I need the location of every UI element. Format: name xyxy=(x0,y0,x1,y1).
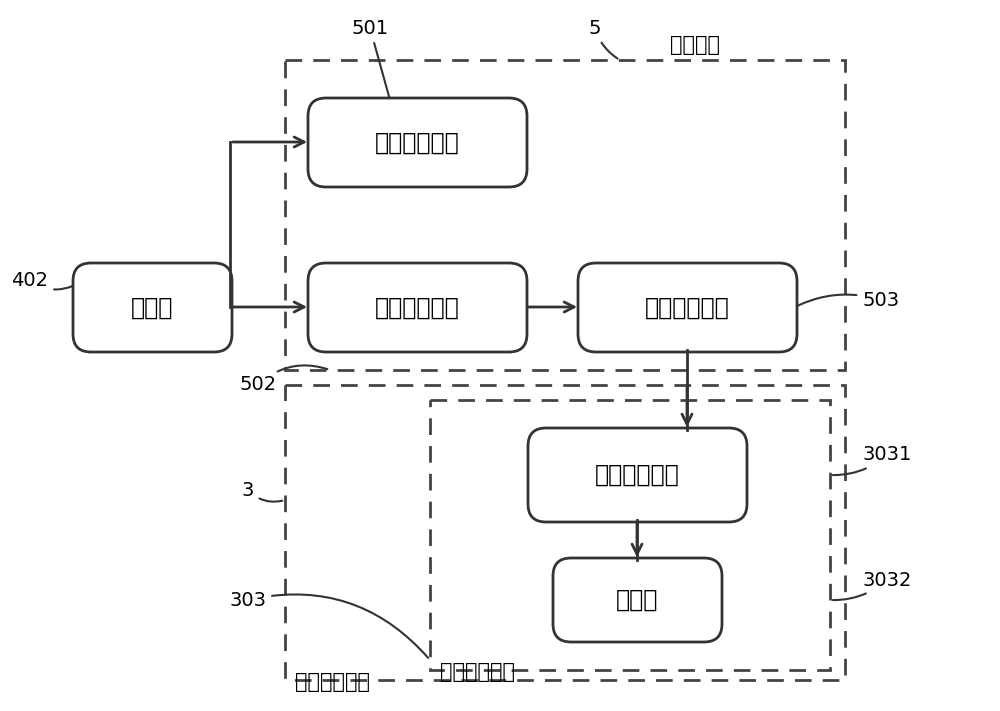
Text: 谱图绘制模块: 谱图绘制模块 xyxy=(375,131,460,154)
FancyBboxPatch shape xyxy=(578,263,797,352)
FancyBboxPatch shape xyxy=(528,428,747,522)
Text: 电动位移机构: 电动位移机构 xyxy=(440,662,515,682)
Text: 移动控制组件: 移动控制组件 xyxy=(595,463,680,487)
Text: 501: 501 xyxy=(351,18,389,97)
FancyBboxPatch shape xyxy=(308,98,527,187)
Text: 502: 502 xyxy=(239,365,327,395)
Bar xyxy=(285,60,845,370)
FancyBboxPatch shape xyxy=(308,263,527,352)
Text: 控制单元: 控制单元 xyxy=(670,35,720,55)
FancyBboxPatch shape xyxy=(73,263,232,352)
Bar xyxy=(430,400,830,670)
Text: 位移台: 位移台 xyxy=(616,588,659,612)
Text: 402: 402 xyxy=(12,270,72,289)
FancyBboxPatch shape xyxy=(553,558,722,642)
Text: 聚焦评价模块: 聚焦评价模块 xyxy=(375,296,460,319)
Text: 位移控制模块: 位移控制模块 xyxy=(645,296,730,319)
Text: 光谱仪: 光谱仪 xyxy=(131,296,174,319)
Text: 5: 5 xyxy=(589,18,618,58)
Bar xyxy=(285,385,845,680)
Text: 303: 303 xyxy=(230,591,428,658)
Text: 3032: 3032 xyxy=(833,570,911,600)
Text: 503: 503 xyxy=(797,291,899,309)
Text: 电控调焦单元: 电控调焦单元 xyxy=(295,672,370,692)
Text: 3031: 3031 xyxy=(833,446,911,475)
Text: 3: 3 xyxy=(242,481,282,502)
